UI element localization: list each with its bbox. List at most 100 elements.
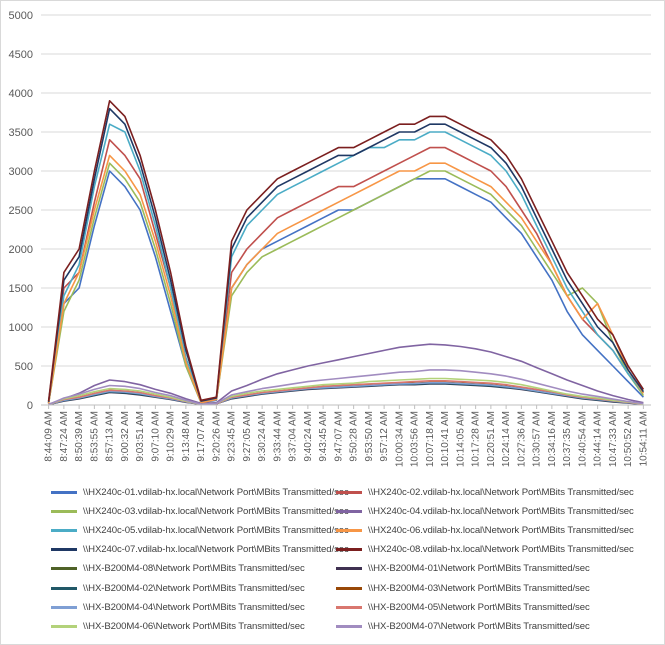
legend-swatch	[51, 567, 77, 571]
legend-item: \\HX-B200M4-03\Network Port\MBits Transm…	[336, 581, 590, 595]
x-tick-label: 9:07:10 AM	[150, 411, 161, 462]
legend-item: \\HX240c-08.vdilab-hx.local\Network Port…	[336, 543, 634, 557]
x-tick-label: 10:40:54 AM	[577, 411, 588, 467]
legend-label: \\HX240c-05.vdilab-hx.local\Network Port…	[83, 524, 349, 536]
y-tick-label: 1500	[9, 283, 33, 295]
line-chart: 0 500 1000 1500 2000 2500 3000 3500 4000 4500 5000…	[9, 10, 651, 467]
x-tick-label: 8:53:55 AM	[89, 411, 100, 462]
series-line-1	[47, 170, 644, 404]
legend-item: \\HX-B200M4-05\Network Port\MBits Transm…	[336, 600, 590, 614]
series-line-2	[47, 139, 645, 403]
legend-item: \\HX240c-06.vdilab-hx.local\Network Port…	[336, 523, 634, 537]
x-tick-label: 9:33:44 AM	[272, 411, 283, 462]
legend-label: \\HX240c-02.vdilab-hx.local\Network Port…	[368, 486, 634, 498]
x-tick-label: 8:47:24 AM	[59, 411, 70, 462]
legend-label: \\HX240c-08.vdilab-hx.local\Network Port…	[368, 544, 634, 556]
legend-label: \\HX-B200M4-07\Network Port\MBits Transm…	[368, 620, 590, 632]
axes: 0 500 1000 1500 2000 2500 3000 3500 4000 4500 5000…	[9, 10, 651, 467]
x-tick-label: 9:53:50 AM	[364, 411, 375, 462]
legend-swatch	[336, 548, 362, 552]
legend-swatch	[51, 528, 77, 532]
legend-label: \\HX240c-06.vdilab-hx.local\Network Port…	[368, 524, 634, 536]
legend-item: \\HX-B200M4-01\Network Port\MBits Transm…	[336, 562, 590, 576]
x-tick-label: 8:50:39 AM	[74, 411, 85, 462]
x-tick-label: 9:10:29 AM	[166, 411, 177, 462]
x-tick-label: 9:27:05 AM	[242, 411, 253, 462]
x-tick-label: 10:44:14 AM	[593, 411, 604, 467]
x-tick-label: 10:50:52 AM	[623, 411, 634, 467]
y-tick-label: 500	[15, 361, 33, 373]
legend-swatch	[51, 605, 77, 609]
x-tick-label: 9:57:12 AM	[379, 411, 390, 462]
legend-label: \\HX-B200M4-02\Network Port\MBits Transm…	[83, 582, 305, 594]
x-tick-label: 9:17:07 AM	[196, 411, 207, 462]
legend-label: \\HX240c-07.vdilab-hx.local\Network Port…	[83, 544, 349, 556]
x-tick-label: 10:20:51 AM	[486, 411, 497, 467]
legend-swatch	[336, 605, 362, 609]
x-tick-label: 9:20:26 AM	[211, 411, 222, 462]
series-line-14	[48, 379, 644, 406]
x-tick-label: 8:44:09 AM	[44, 411, 55, 462]
legend-swatch	[336, 586, 362, 590]
legend-item: \\HX-B200M4-04\Network Port\MBits Transm…	[51, 600, 305, 614]
x-tick-label: 9:37:04 AM	[288, 411, 299, 462]
series-line-13	[48, 381, 644, 406]
x-tick-label: 10:27:36 AM	[516, 411, 527, 467]
legend-item: \\HX-B200M4-02\Network Port\MBits Transm…	[51, 581, 305, 595]
y-tick-label: 3500	[9, 127, 33, 139]
x-tick-label: 9:50:28 AM	[349, 411, 360, 462]
x-tick-label: 10:34:16 AM	[547, 411, 558, 467]
legend-item: \\HX240c-07.vdilab-hx.local\Network Port…	[51, 543, 349, 557]
legend-swatch	[336, 528, 362, 532]
y-tick-label: 4500	[9, 49, 33, 61]
x-tick-label: 10:47:33 AM	[608, 411, 619, 467]
y-tick-label: 3000	[9, 166, 33, 178]
legend-swatch	[336, 624, 362, 628]
legend-swatch	[51, 490, 77, 494]
series-line-5	[47, 123, 645, 403]
plot-area	[47, 100, 645, 406]
legend-label: \\HX-B200M4-01\Network Port\MBits Transm…	[368, 563, 590, 575]
legend-swatch	[336, 490, 362, 494]
legend-item: \\HX240c-05.vdilab-hx.local\Network Port…	[51, 523, 349, 537]
x-tick-label: 9:40:24 AM	[303, 411, 314, 462]
legend-label: \\HX-B200M4-05\Network Port\MBits Transm…	[368, 601, 590, 613]
series-line-7	[47, 107, 645, 402]
legend-swatch	[51, 624, 77, 628]
x-tick-label: 10:30:57 AM	[532, 411, 543, 467]
legend-label: \\HX-B200M4-06\Network Port\MBits Transm…	[83, 620, 305, 632]
y-tick-label: 2000	[9, 244, 33, 256]
legend-item: \\HX240c-01.vdilab-hx.local\Network Port…	[51, 485, 349, 499]
x-tick-label: 10:10:41 AM	[440, 411, 451, 467]
legend-swatch	[336, 509, 362, 513]
x-tick-label: 10:54:11 AM	[638, 411, 649, 466]
legend-label: \\HX240c-04.vdilab-hx.local\Network Port…	[368, 505, 634, 517]
series-line-6	[47, 154, 645, 404]
x-tick-label: 9:13:48 AM	[181, 411, 192, 462]
x-tick-label: 9:43:45 AM	[318, 411, 329, 462]
y-tick-label: 2500	[9, 205, 33, 217]
x-tick-label: 10:14:05 AM	[455, 411, 466, 467]
legend-item: \\HX240c-04.vdilab-hx.local\Network Port…	[336, 504, 634, 518]
x-tick-label: 10:17:28 AM	[471, 411, 482, 467]
x-tick-label: 10:24:14 AM	[501, 411, 512, 467]
legend-label: \\HX240c-01.vdilab-hx.local\Network Port…	[83, 486, 349, 498]
x-tick-label: 9:30:24 AM	[257, 411, 268, 462]
legend-item: \\HX-B200M4-06\Network Port\MBits Transm…	[51, 619, 305, 633]
legend-item: \\HX240c-03.vdilab-hx.local\Network Port…	[51, 504, 349, 518]
y-tick-label: 0	[27, 400, 33, 412]
legend-swatch	[336, 567, 362, 571]
series-line-3	[47, 162, 645, 404]
legend-label: \\HX240c-03.vdilab-hx.local\Network Port…	[83, 505, 349, 517]
x-tick-label: 9:03:51 AM	[135, 411, 146, 462]
series-line-4	[48, 343, 644, 405]
legend-item: \\HX-B200M4-07\Network Port\MBits Transm…	[336, 619, 590, 633]
legend-swatch	[51, 548, 77, 552]
y-tick-label: 5000	[9, 10, 33, 22]
y-tick-label: 4000	[9, 88, 33, 100]
x-tick-label: 8:57:13 AM	[105, 411, 116, 462]
legend-label: \\HX-B200M4-08\Network Port\MBits Transm…	[83, 563, 305, 575]
x-tick-label: 10:07:18 AM	[425, 411, 436, 467]
legend-swatch	[51, 509, 77, 513]
